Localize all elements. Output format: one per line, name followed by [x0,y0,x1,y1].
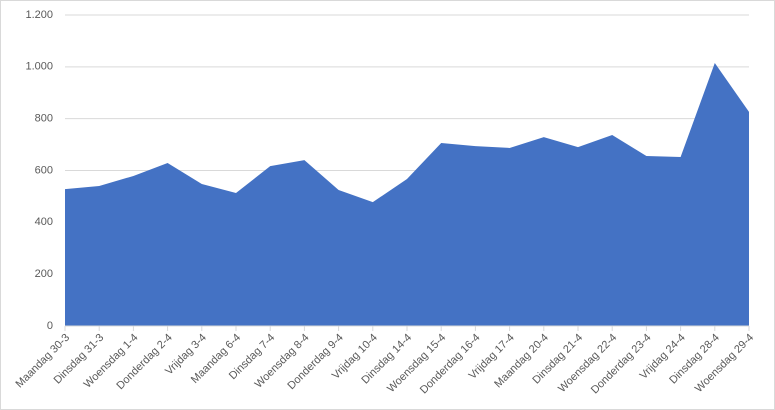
y-tick-label: 600 [35,164,53,176]
y-tick-label: 1.000 [25,61,53,73]
y-tick-label: 800 [35,113,53,125]
y-tick-label: 400 [35,216,53,228]
y-tick-label: 0 [47,320,53,332]
y-tick-label: 1.200 [25,9,53,21]
area [65,62,749,327]
y-tick-label: 200 [35,268,53,280]
